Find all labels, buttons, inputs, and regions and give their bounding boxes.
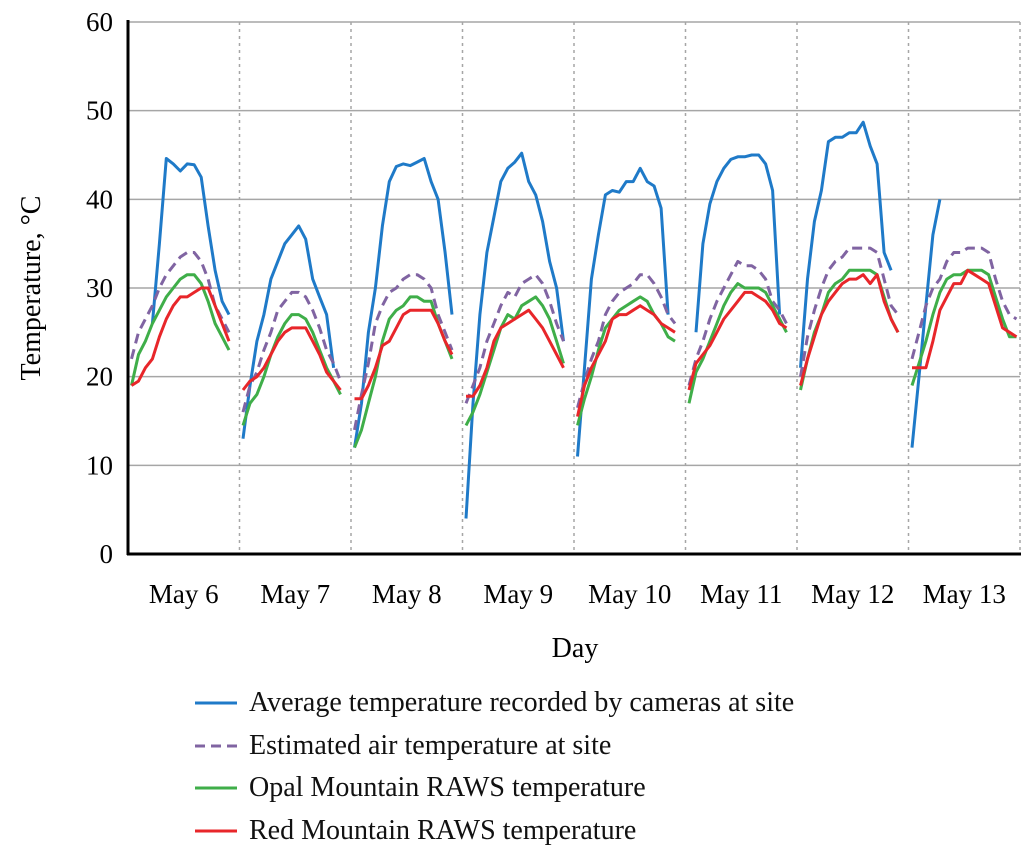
legend-swatch [195, 698, 237, 708]
x-tick-label: May 8 [372, 579, 442, 609]
y-tick-label: 0 [100, 539, 114, 569]
y-tick-labels: 0 10 20 30 40 50 60 [86, 7, 113, 569]
legend: Average temperature recorded by cameras … [195, 682, 794, 852]
legend-item: Red Mountain RAWS temperature [195, 810, 794, 852]
x-tick-label: May 13 [923, 579, 1006, 609]
x-tick-labels: May 6 May 7 May 8 May 9 May 10 May 11 May 12 Ma… [149, 579, 1006, 609]
legend-swatch [195, 783, 237, 793]
x-tick-label: May 10 [588, 579, 671, 609]
y-tick-label: 60 [86, 7, 113, 37]
y-tick-label: 40 [86, 184, 113, 214]
series-line-segment [466, 153, 564, 518]
legend-item: Estimated air temperature at site [195, 725, 794, 768]
x-tick-label: May 11 [700, 579, 782, 609]
legend-item: Opal Mountain RAWS temperature [195, 767, 794, 810]
y-tick-label: 50 [86, 96, 113, 126]
x-tick-label: May 7 [260, 579, 330, 609]
legend-swatch [195, 741, 237, 751]
series-0 [152, 122, 940, 518]
legend-label: Opal Mountain RAWS temperature [249, 772, 646, 804]
series-line-segment [801, 248, 899, 377]
legend-label: Estimated air temperature at site [249, 730, 611, 762]
series-lines [132, 122, 1017, 518]
x-tick-label: May 6 [149, 579, 219, 609]
y-tick-label: 20 [86, 362, 113, 392]
series-line-segment [696, 155, 780, 332]
series-line-segment [355, 275, 453, 430]
series-line-segment [689, 292, 787, 390]
legend-label: Red Mountain RAWS temperature [249, 815, 636, 847]
legend-item: Average temperature recorded by cameras … [195, 682, 794, 725]
x-axis-title: Day [552, 633, 599, 664]
x-tick-label: May 12 [811, 579, 894, 609]
x-tick-label: May 9 [483, 579, 553, 609]
line-chart: 0 10 20 30 40 50 60 May 6 May 7 May 8 May 9 May 10… [0, 0, 1024, 680]
legend-label: Average temperature recorded by cameras … [249, 687, 794, 719]
gridlines [128, 22, 1020, 554]
series-line-segment [578, 275, 676, 408]
y-axis-title: Temperature, °C [16, 196, 47, 381]
legend-swatch [195, 826, 237, 836]
series-line-segment [912, 248, 1017, 359]
series-line-segment [689, 261, 787, 385]
y-tick-label: 10 [86, 450, 113, 480]
y-tick-label: 30 [86, 273, 113, 303]
